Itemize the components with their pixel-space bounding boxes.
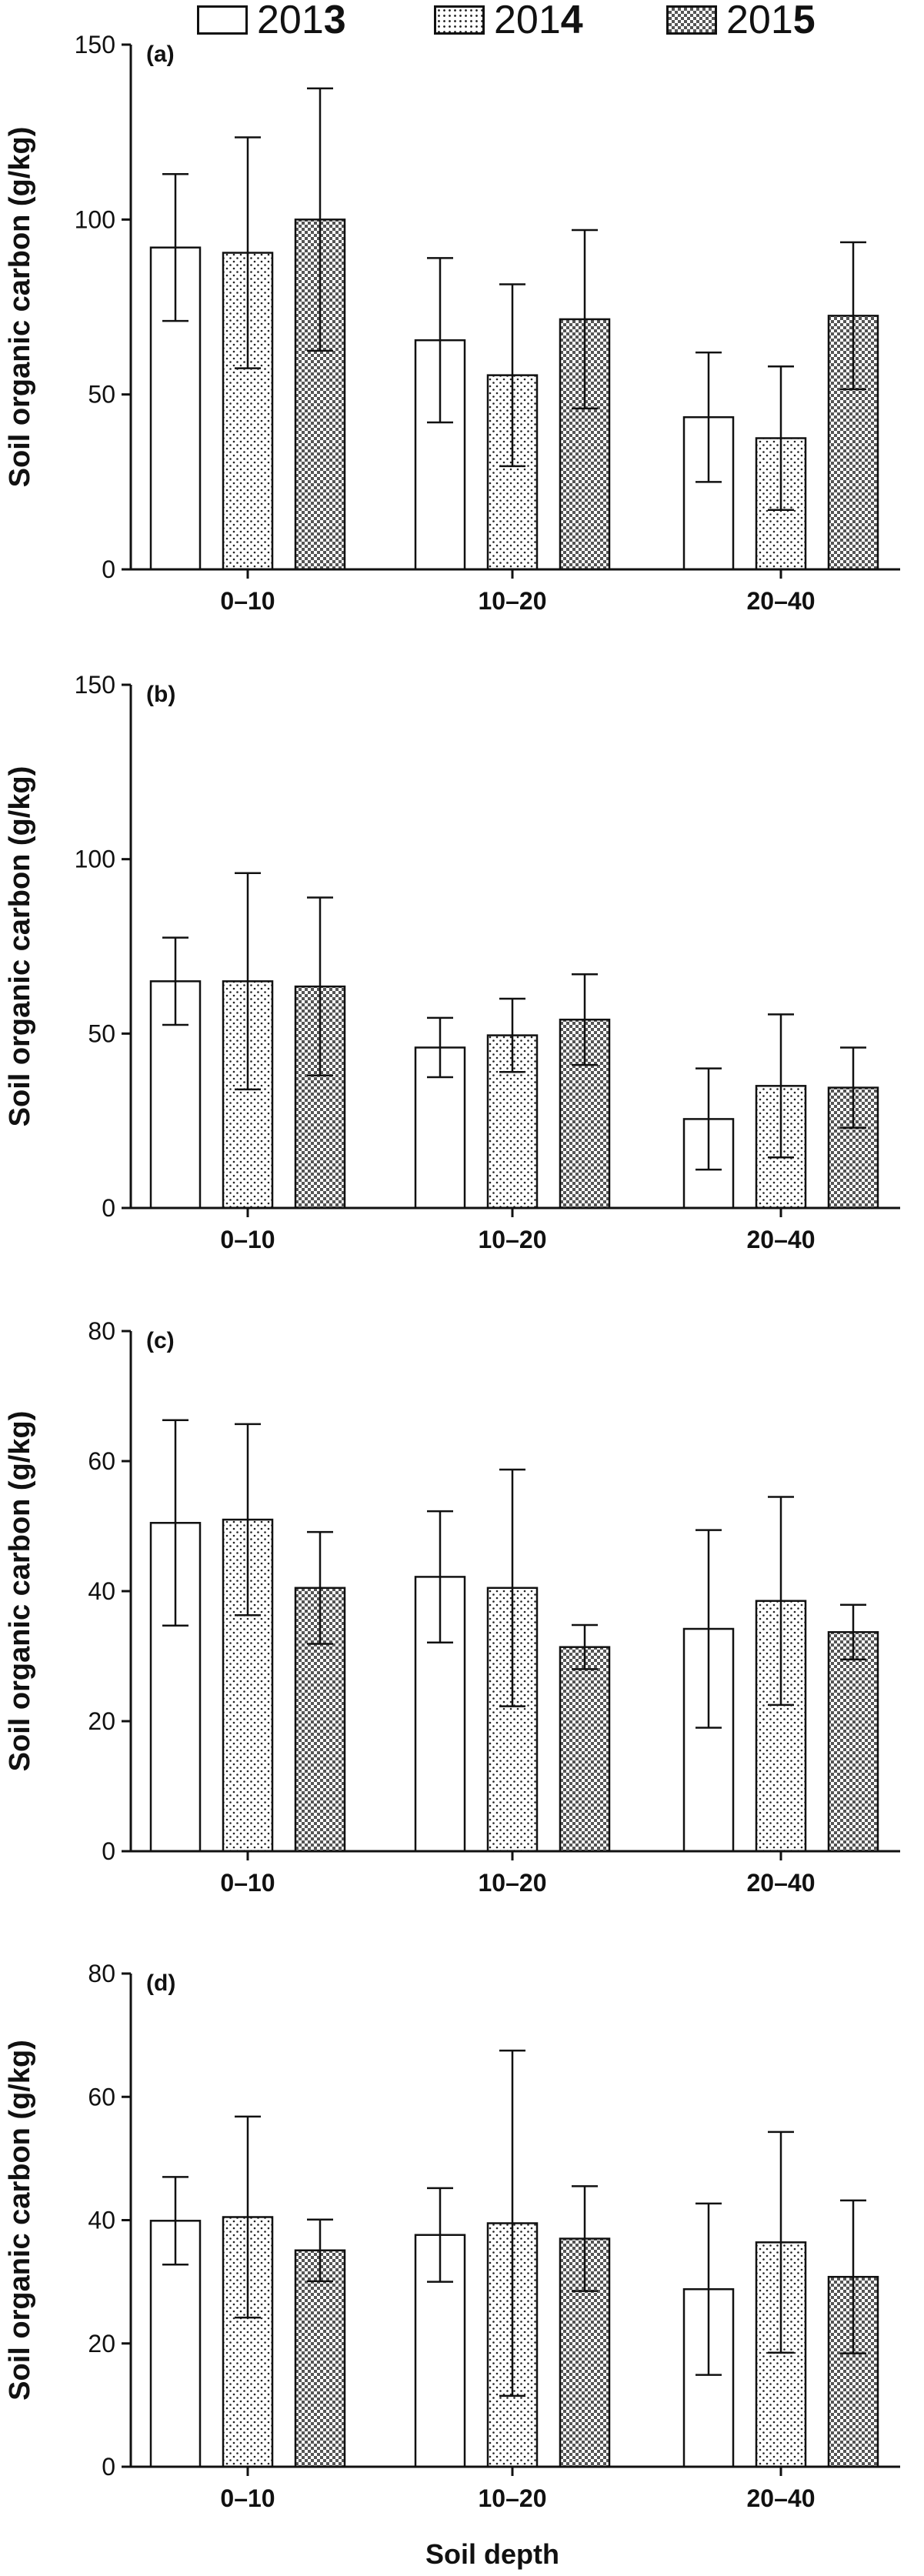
y-axis-title: Soil organic carbon (g/kg) [4, 766, 36, 1127]
y-tick-label: 60 [88, 2083, 115, 2111]
y-tick-label: 0 [102, 1194, 115, 1222]
y-tick-label: 150 [75, 671, 115, 699]
x-tick-label: 10–20 [479, 1226, 547, 1253]
bar [294, 2249, 346, 2468]
y-tick-label: 150 [75, 31, 115, 58]
y-tick-label: 100 [75, 205, 115, 233]
x-tick-label: 0–10 [220, 1869, 275, 1897]
legend-item-2013: 2013 [197, 0, 346, 42]
y-tick-label: 0 [102, 2453, 115, 2481]
x-axis-title: Soil depth [425, 2538, 559, 2570]
legend-swatch-2013 [197, 5, 248, 35]
x-tick-label: 10–20 [479, 2484, 547, 2512]
panel-label: (b) [146, 682, 175, 707]
y-axis-title: Soil organic carbon (g/kg) [4, 127, 36, 488]
x-tick-label: 20–40 [747, 1226, 816, 1253]
x-tick-label: 20–40 [747, 1869, 816, 1897]
y-tick-label: 60 [88, 1447, 115, 1475]
y-axis-title: Soil organic carbon (g/kg) [4, 2040, 36, 2401]
legend-label-2014: 2014 [494, 0, 583, 42]
bar [682, 1627, 735, 1853]
x-tick-label: 20–40 [747, 587, 816, 615]
x-tick-label: 0–10 [220, 1226, 275, 1253]
y-tick-label: 80 [88, 1317, 115, 1345]
chart-panel-2: (c) Soil organic carbon (g/kg) 0 20 40 60 80 0–… [4, 1317, 900, 1897]
bar [559, 1646, 611, 1853]
y-tick-label: 0 [102, 556, 115, 583]
y-tick-label: 20 [88, 2330, 115, 2357]
chart-panel-1: (b) Soil organic carbon (g/kg) 0 50 100 150 0–… [4, 671, 900, 1253]
y-tick-label: 50 [88, 1019, 115, 1047]
legend-swatch-2015 [666, 5, 717, 35]
legend-item-2014: 2014 [434, 0, 583, 42]
chart-panel-0: (a) Soil organic carbon (g/kg) 0 50 100 150 0–… [4, 31, 900, 615]
bar [827, 1630, 879, 1853]
y-tick-label: 100 [75, 846, 115, 873]
y-tick-label: 40 [88, 2207, 115, 2234]
y-tick-label: 0 [102, 1837, 115, 1865]
x-tick-label: 0–10 [220, 587, 275, 615]
legend: 2013 2014 2015 [0, 0, 924, 46]
y-tick-label: 50 [88, 381, 115, 409]
legend-label-2015: 2015 [726, 0, 816, 42]
y-tick-label: 20 [88, 1707, 115, 1735]
x-tick-label: 10–20 [479, 1869, 547, 1897]
y-tick-label: 40 [88, 1577, 115, 1605]
panel-label: (a) [146, 42, 175, 67]
legend-item-2015: 2015 [666, 0, 816, 42]
panel-label: (c) [146, 1328, 175, 1353]
x-tick-label: 10–20 [479, 587, 547, 615]
legend-swatch-2014 [434, 5, 485, 35]
bar [827, 1086, 879, 1210]
legend-label-2013: 2013 [257, 0, 346, 42]
panel-label: (d) [146, 1970, 175, 1996]
y-axis-title: Soil organic carbon (g/kg) [4, 1411, 36, 1772]
x-tick-label: 0–10 [220, 2484, 275, 2512]
x-tick-label: 20–40 [747, 2484, 816, 2512]
chart-panel-3: (d) Soil organic carbon (g/kg) 0 20 40 60 80 0–… [4, 1960, 900, 2512]
y-tick-label: 80 [88, 1960, 115, 1987]
